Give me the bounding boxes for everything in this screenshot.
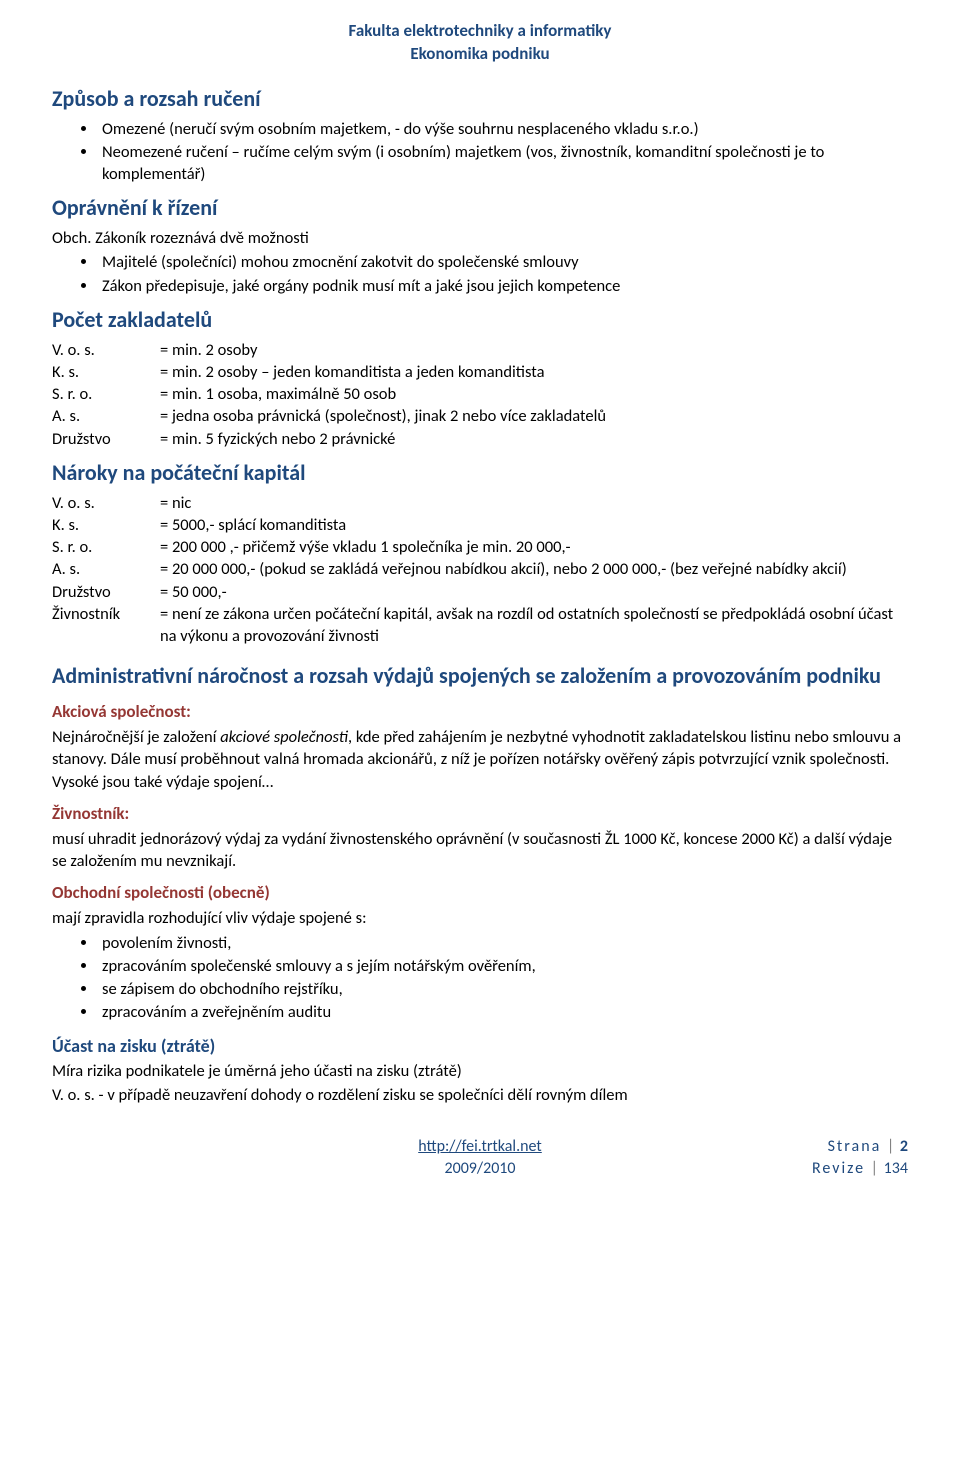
footer-page-number: 2: [900, 1137, 908, 1156]
definition-value: = min. 2 osoby – jeden komanditista a je…: [160, 361, 908, 383]
page-footer: http://fei.trtkal.net 2009/2010 Strana |…: [52, 1136, 908, 1179]
definition-value: = 5000,- splácí komanditista: [160, 514, 908, 536]
definition-row: Družstvo= 50 000,-: [52, 581, 908, 603]
footer-center: http://fei.trtkal.net 2009/2010: [252, 1136, 708, 1179]
footer-right: Strana | 2 Revize | 134: [708, 1136, 908, 1179]
list-obchodni: povolením živnosti, zpracováním společen…: [98, 932, 908, 1024]
definition-label: K. s.: [52, 361, 160, 383]
footer-url: http://fei.trtkal.net: [418, 1137, 542, 1156]
definition-row: Živnostník= není ze zákona určen počáteč…: [52, 603, 908, 648]
list-item: povolením živnosti,: [98, 932, 908, 954]
section-title-kapital: Nároky na počáteční kapitál: [52, 458, 908, 488]
definition-value: = 20 000 000,- (pokud se zakládá veřejno…: [160, 558, 908, 580]
definition-label: V. o. s.: [52, 339, 160, 361]
definition-row: S. r. o.= 200 000 ,- přičemž výše vkladu…: [52, 536, 908, 558]
list-item: Neomezené ručení – ručíme celým svým (i …: [98, 141, 908, 186]
definition-label: Živnostník: [52, 603, 160, 648]
definition-label: A. s.: [52, 405, 160, 427]
definition-value: = 200 000 ,- přičemž výše vkladu 1 spole…: [160, 536, 908, 558]
footer-page-label: Strana: [828, 1137, 882, 1156]
definition-row: V. o. s.= nic: [52, 492, 908, 514]
list-item: zpracováním a zveřejněním auditu: [98, 1001, 908, 1023]
definition-label: S. r. o.: [52, 383, 160, 405]
list-item: zpracováním společenské smlouvy a s její…: [98, 955, 908, 977]
definition-label: V. o. s.: [52, 492, 160, 514]
definition-value: = 50 000,-: [160, 581, 908, 603]
definition-list: V. o. s.= nic K. s.= 5000,- splácí koman…: [52, 492, 908, 648]
definition-label: K. s.: [52, 514, 160, 536]
definition-row: V. o. s.= min. 2 osoby: [52, 339, 908, 361]
definition-row: S. r. o.= min. 1 osoba, maximálně 50 oso…: [52, 383, 908, 405]
footer-rev-label: Revize: [812, 1159, 865, 1178]
section-title-ruceni: Způsob a rozsah ručení: [52, 84, 908, 114]
definition-value: = min. 2 osoby: [160, 339, 908, 361]
footer-year: 2009/2010: [444, 1159, 515, 1178]
definition-row: Družstvo= min. 5 fyzických nebo 2 právni…: [52, 428, 908, 450]
text-part: Nejnáročnější je založení: [52, 727, 220, 747]
section-title-zakladatelu: Počet zakladatelů: [52, 305, 908, 335]
paragraph: V. o. s. - v případě neuzavření dohody o…: [52, 1084, 908, 1106]
definition-label: Družstvo: [52, 428, 160, 450]
definition-value: = min. 5 fyzických nebo 2 právnické: [160, 428, 908, 450]
subsection-title-obchodni: Obchodní společnosti (obecně): [52, 882, 908, 905]
footer-rev-number: 134: [884, 1159, 908, 1178]
definition-row: A. s.= jedna osoba právnická (společnost…: [52, 405, 908, 427]
definition-value: = nic: [160, 492, 908, 514]
definition-value: = jedna osoba právnická (společnost), ji…: [160, 405, 908, 427]
definition-row: K. s.= min. 2 osoby – jeden komanditista…: [52, 361, 908, 383]
page-header: Fakulta elektrotechniky a informatiky Ek…: [52, 20, 908, 66]
text-italic: akciové společnosti: [220, 727, 348, 747]
section-title-admin: Administrativní náročnost a rozsah výdaj…: [52, 661, 908, 691]
header-line2: Ekonomika podniku: [52, 43, 908, 66]
definition-row: K. s.= 5000,- splácí komanditista: [52, 514, 908, 536]
list-item: Majitelé (společníci) mohou zmocnění zak…: [98, 251, 908, 273]
list-opravneni: Majitelé (společníci) mohou zmocnění zak…: [98, 251, 908, 297]
paragraph: mají zpravidla rozhodující vliv výdaje s…: [52, 907, 908, 929]
paragraph: Nejnáročnější je založení akciové společ…: [52, 726, 908, 793]
list-item: Zákon předepisuje, jaké orgány podnik mu…: [98, 275, 908, 297]
definition-value: = min. 1 osoba, maximálně 50 osob: [160, 383, 908, 405]
list-item: Omezené (neručí svým osobním majetkem, -…: [98, 118, 908, 140]
paragraph: Obch. Zákoník rozeznává dvě možnosti: [52, 227, 908, 249]
definition-label: Družstvo: [52, 581, 160, 603]
definition-label: S. r. o.: [52, 536, 160, 558]
definition-list: V. o. s.= min. 2 osoby K. s.= min. 2 oso…: [52, 339, 908, 450]
paragraph: Míra rizika podnikatele je úměrná jeho ú…: [52, 1060, 908, 1082]
list-ruceni: Omezené (neručí svým osobním majetkem, -…: [98, 118, 908, 186]
section-title-opravneni: Oprávnění k řízení: [52, 193, 908, 223]
section-title-ucast: Účast na zisku (ztrátě): [52, 1034, 908, 1058]
definition-value: = není ze zákona určen počáteční kapitál…: [160, 603, 908, 648]
paragraph: musí uhradit jednorázový výdaj za vydání…: [52, 828, 908, 873]
subsection-title-akciova: Akciová společnost:: [52, 701, 908, 724]
definition-label: A. s.: [52, 558, 160, 580]
list-item: se zápisem do obchodního rejstříku,: [98, 978, 908, 1000]
header-line1: Fakulta elektrotechniky a informatiky: [52, 20, 908, 43]
definition-row: A. s.= 20 000 000,- (pokud se zakládá ve…: [52, 558, 908, 580]
subsection-title-zivnostnik: Živnostník:: [52, 803, 908, 826]
